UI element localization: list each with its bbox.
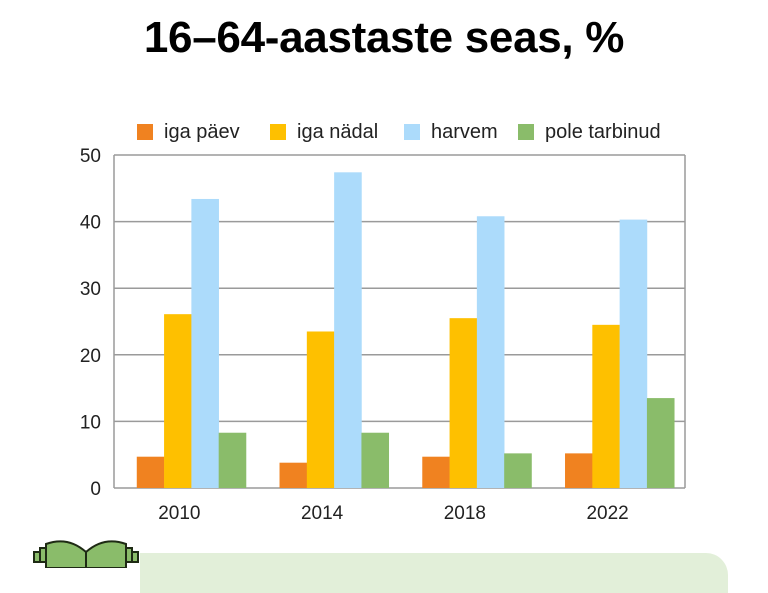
y-axis-ticks: 0 10 20 30 40 50 — [80, 146, 101, 500]
bar-2022-2 — [619, 219, 648, 489]
bar-2010-2 — [191, 198, 219, 488]
legend-item-iga-nadal: iga nädal — [270, 120, 378, 144]
footer-banner — [140, 553, 728, 593]
legend-item-pole-tarbinud: pole tarbinud — [518, 120, 661, 144]
y-tick-label: 50 — [80, 146, 101, 167]
legend-swatch — [518, 124, 534, 140]
legend-label: iga päev — [164, 120, 240, 143]
chart-title: 16–64-aastaste seas, % — [143, 13, 625, 62]
bar-2014-1 — [306, 331, 335, 488]
x-tick-label: 2010 — [158, 503, 200, 524]
bar-2010-3 — [218, 432, 247, 488]
x-tick-label: 2018 — [444, 503, 486, 524]
legend-label: iga nädal — [297, 120, 379, 143]
legend-swatch — [270, 124, 286, 140]
bar-2018-3 — [504, 453, 532, 488]
legend-item-iga-paev: iga päev — [137, 120, 240, 144]
y-tick-label: 40 — [80, 213, 101, 234]
plot-frame — [113, 155, 686, 488]
legend-label: harvem — [431, 120, 498, 143]
bar-2018-2 — [476, 216, 505, 488]
bar-2014-2 — [334, 172, 362, 489]
y-tick-label: 20 — [80, 346, 101, 367]
bar-chart: 0 10 20 30 40 50 2010 2014 2018 2022 — [80, 146, 686, 524]
y-tick-label: 30 — [80, 279, 101, 300]
bar-2022-1 — [592, 324, 620, 488]
bar-2014-3 — [361, 432, 390, 488]
y-tick-label: 10 — [80, 412, 101, 433]
bar-2014-0 — [279, 462, 308, 488]
bar-2010-1 — [164, 314, 192, 488]
x-tick-label: 2022 — [586, 503, 628, 524]
legend: iga päev iga nädal harvem pole tarbinud — [0, 120, 768, 144]
x-axis-ticks: 2010 2014 2018 2022 — [158, 503, 629, 524]
legend-label: pole tarbinud — [545, 120, 661, 143]
legend-swatch — [137, 124, 153, 140]
bars — [136, 172, 675, 489]
bar-2022-3 — [646, 398, 675, 488]
legend-item-harvem: harvem — [404, 120, 498, 144]
open-book-icon — [33, 540, 139, 568]
legend-swatch — [404, 124, 420, 140]
x-tick-label: 2014 — [301, 503, 344, 524]
bar-2018-1 — [449, 318, 478, 488]
bar-2022-0 — [565, 453, 593, 488]
y-tick-label: 0 — [90, 479, 101, 500]
bar-2018-0 — [422, 456, 450, 488]
bar-2010-0 — [136, 456, 165, 488]
